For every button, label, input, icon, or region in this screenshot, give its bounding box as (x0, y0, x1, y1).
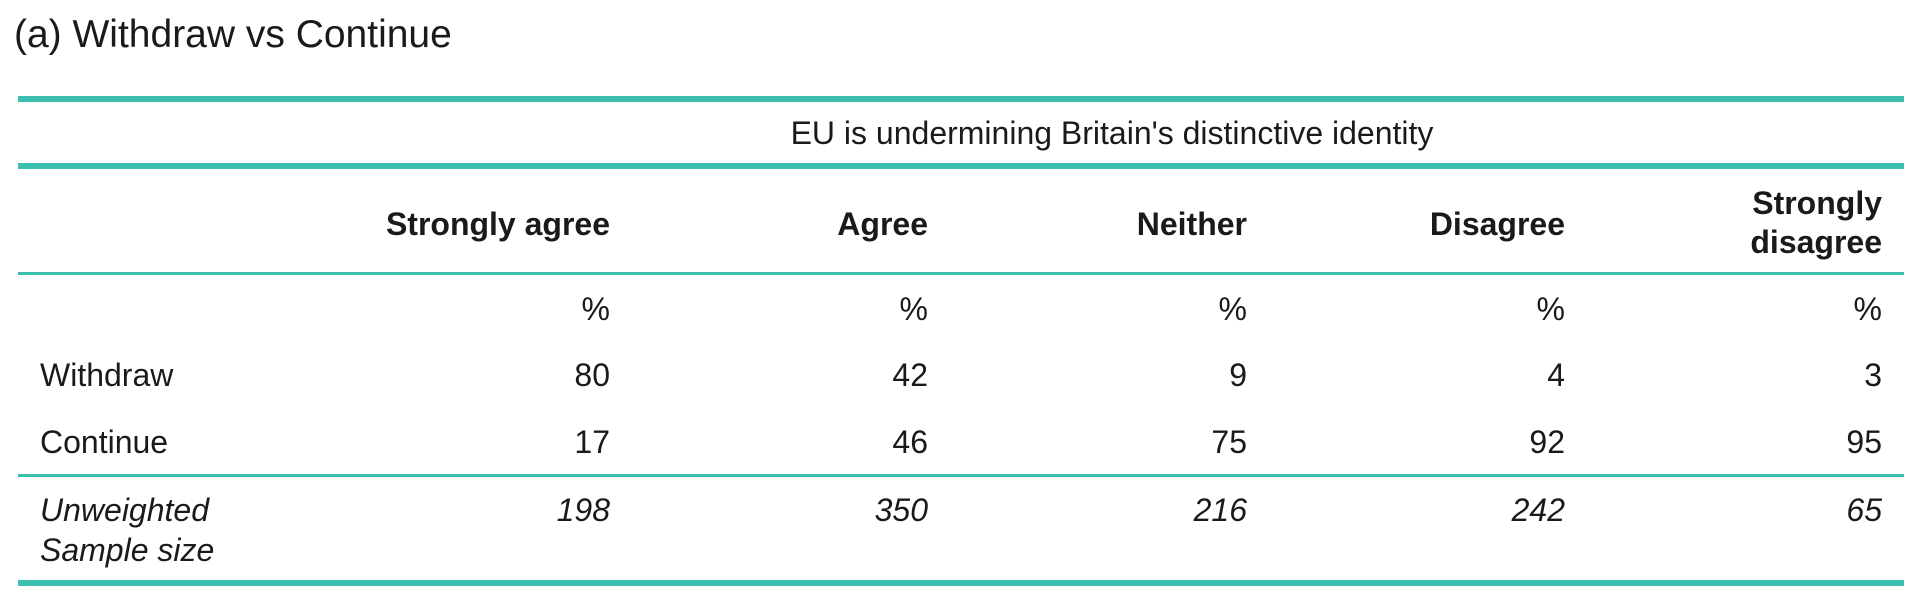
spanning-header: EU is undermining Britain's distinctive … (790, 115, 1434, 151)
table-cell: 17 (574, 424, 610, 460)
header-rule (18, 163, 1904, 169)
column-header-disagree: Disagree (1429, 206, 1565, 242)
unit-cell: % (1218, 291, 1247, 327)
table-cell: 95 (1846, 424, 1882, 460)
table-cell: 42 (892, 357, 928, 393)
table-caption: (a) Withdraw vs Continue (14, 13, 452, 56)
table-cell: 80 (574, 357, 610, 393)
bottom-rule (18, 580, 1904, 586)
column-header-rule (18, 272, 1904, 275)
column-header-agree: Agree (837, 206, 928, 242)
sample-size-cell: 65 (1846, 492, 1882, 528)
table-cell: 46 (892, 424, 928, 460)
column-header-strongly-agree: Strongly agree (385, 206, 610, 242)
row-label-continue: Continue (40, 424, 169, 460)
unit-cell: % (1853, 291, 1882, 327)
sample-size-rule (18, 474, 1904, 477)
column-header-neither: Neither (1136, 206, 1247, 242)
unit-cell: % (1536, 291, 1565, 327)
sample-size-cell: 216 (1193, 492, 1247, 528)
column-header-strongly-disagree-line-1: Strongly (1752, 185, 1882, 221)
top-rule (18, 96, 1904, 102)
sample-size-cell: 198 (556, 492, 610, 528)
row-label-withdraw: Withdraw (40, 357, 174, 393)
unit-cell: % (899, 291, 928, 327)
unit-cell: % (581, 291, 610, 327)
sample-size-label-line-1: Unweighted (40, 492, 209, 528)
sample-size-cell: 350 (874, 492, 928, 528)
table-cell: 75 (1211, 424, 1247, 460)
table-cell: 3 (1864, 357, 1882, 393)
table-cell: 4 (1547, 357, 1565, 393)
column-header-strongly-disagree-line-2: disagree (1750, 224, 1882, 260)
table-cell: 92 (1529, 424, 1565, 460)
sample-size-cell: 242 (1511, 492, 1565, 528)
sample-size-label-line-2: Sample size (40, 532, 215, 568)
table-cell: 9 (1229, 357, 1247, 393)
